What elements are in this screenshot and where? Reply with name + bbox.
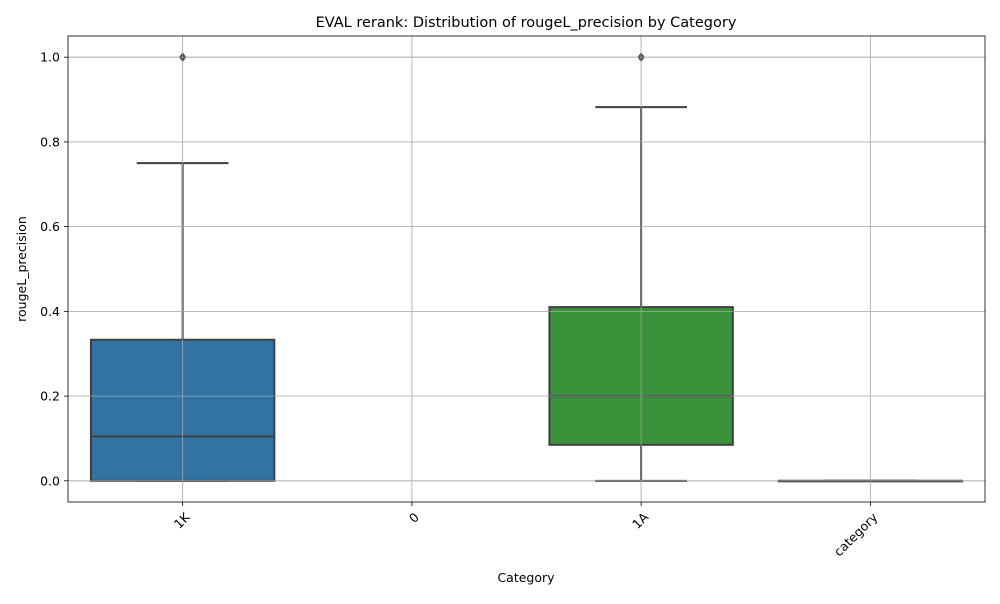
x-tick-label: 1K — [171, 509, 194, 532]
x-tick-label: 0 — [406, 509, 422, 525]
y-tick-label: 1.0 — [40, 50, 60, 65]
y-tick-label: 0.0 — [40, 473, 60, 488]
chart-title: EVAL rerank: Distribution of rougeL_prec… — [316, 15, 737, 31]
axes-frame — [67, 35, 986, 503]
y-tick-label: 0.2 — [40, 389, 60, 404]
x-tick-label: category — [831, 509, 881, 559]
y-tick-label: 0.6 — [40, 219, 60, 234]
boxes — [68, 36, 985, 502]
y-tick-label: 0.8 — [40, 134, 60, 149]
x-axis-label: Category — [497, 570, 555, 585]
y-tick-label: 0.4 — [40, 304, 60, 319]
x-tick-label: 1A — [629, 509, 652, 532]
y-axis-label: rougeL_precision — [14, 216, 29, 322]
